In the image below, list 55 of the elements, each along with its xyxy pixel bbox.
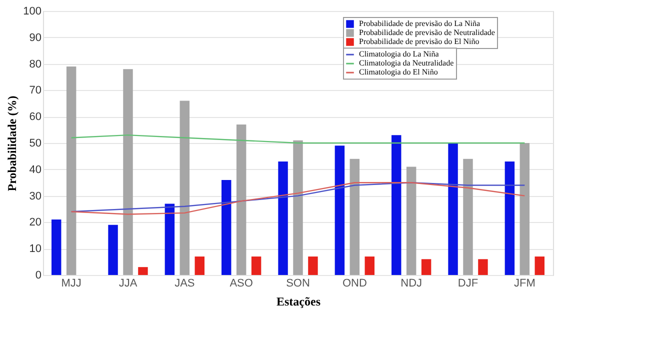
x-tick-label: MJJ [61, 278, 82, 290]
legend-label: Climatologia do La Niña [359, 50, 440, 59]
legend-label: Climatologia do El Niño [359, 68, 438, 77]
bar [164, 204, 175, 275]
bar [52, 220, 62, 275]
bar [108, 224, 118, 275]
bar [334, 146, 345, 275]
legend-label: Probabilidade de previsão do El Niño [359, 37, 480, 46]
bar [251, 256, 262, 275]
bar [504, 161, 515, 275]
bar [534, 256, 544, 275]
x-tick-label: OND [342, 278, 367, 290]
bar [222, 180, 232, 275]
x-tick-label: ASO [230, 278, 254, 290]
y-tick-label: 100 [23, 6, 42, 18]
x-tick-label: JAS [174, 278, 195, 290]
y-axis-title: Probabilidade (%) [5, 96, 20, 192]
y-tick-label: 90 [29, 32, 42, 44]
x-tick-label: NDJ [400, 278, 422, 290]
bar [278, 161, 288, 275]
bar [138, 267, 148, 275]
y-tick-label: 60 [29, 111, 42, 124]
bar [194, 256, 204, 275]
bar [180, 100, 190, 275]
bar [478, 259, 488, 275]
legend-label: Climatologia da Neutralidade [359, 58, 454, 68]
y-tick-label: 10 [29, 243, 42, 256]
legend-label: Probabilidade de previsão de Neutralidade [359, 28, 496, 37]
bar [308, 256, 318, 275]
x-axis-title: Estações [276, 294, 321, 308]
bar [364, 256, 374, 275]
x-tick-label: DJF [458, 278, 478, 290]
bar [236, 124, 246, 275]
bar [293, 140, 303, 275]
y-tick-label: 50 [29, 138, 42, 150]
bar [406, 166, 416, 275]
x-tick-label: SON [286, 278, 310, 290]
line-series [70, 134, 526, 144]
x-tick-label: JFM [514, 278, 536, 290]
y-tick-label: 40 [29, 164, 42, 176]
bar [421, 259, 432, 275]
y-tick-label: 80 [29, 58, 42, 70]
y-tick-label: 70 [29, 84, 42, 97]
bar [520, 143, 530, 275]
bar [123, 69, 133, 275]
bar [66, 66, 76, 275]
x-tick-label: JJA [118, 278, 138, 290]
bar [463, 158, 473, 275]
bar [350, 158, 360, 275]
bar [392, 135, 402, 275]
y-tick-label: 20 [29, 216, 42, 229]
bar [448, 143, 458, 275]
legend-label: Probabilidade de previsão do La Niña [359, 19, 481, 28]
y-tick-label: 30 [29, 190, 42, 202]
y-tick-label: 0 [35, 270, 42, 282]
